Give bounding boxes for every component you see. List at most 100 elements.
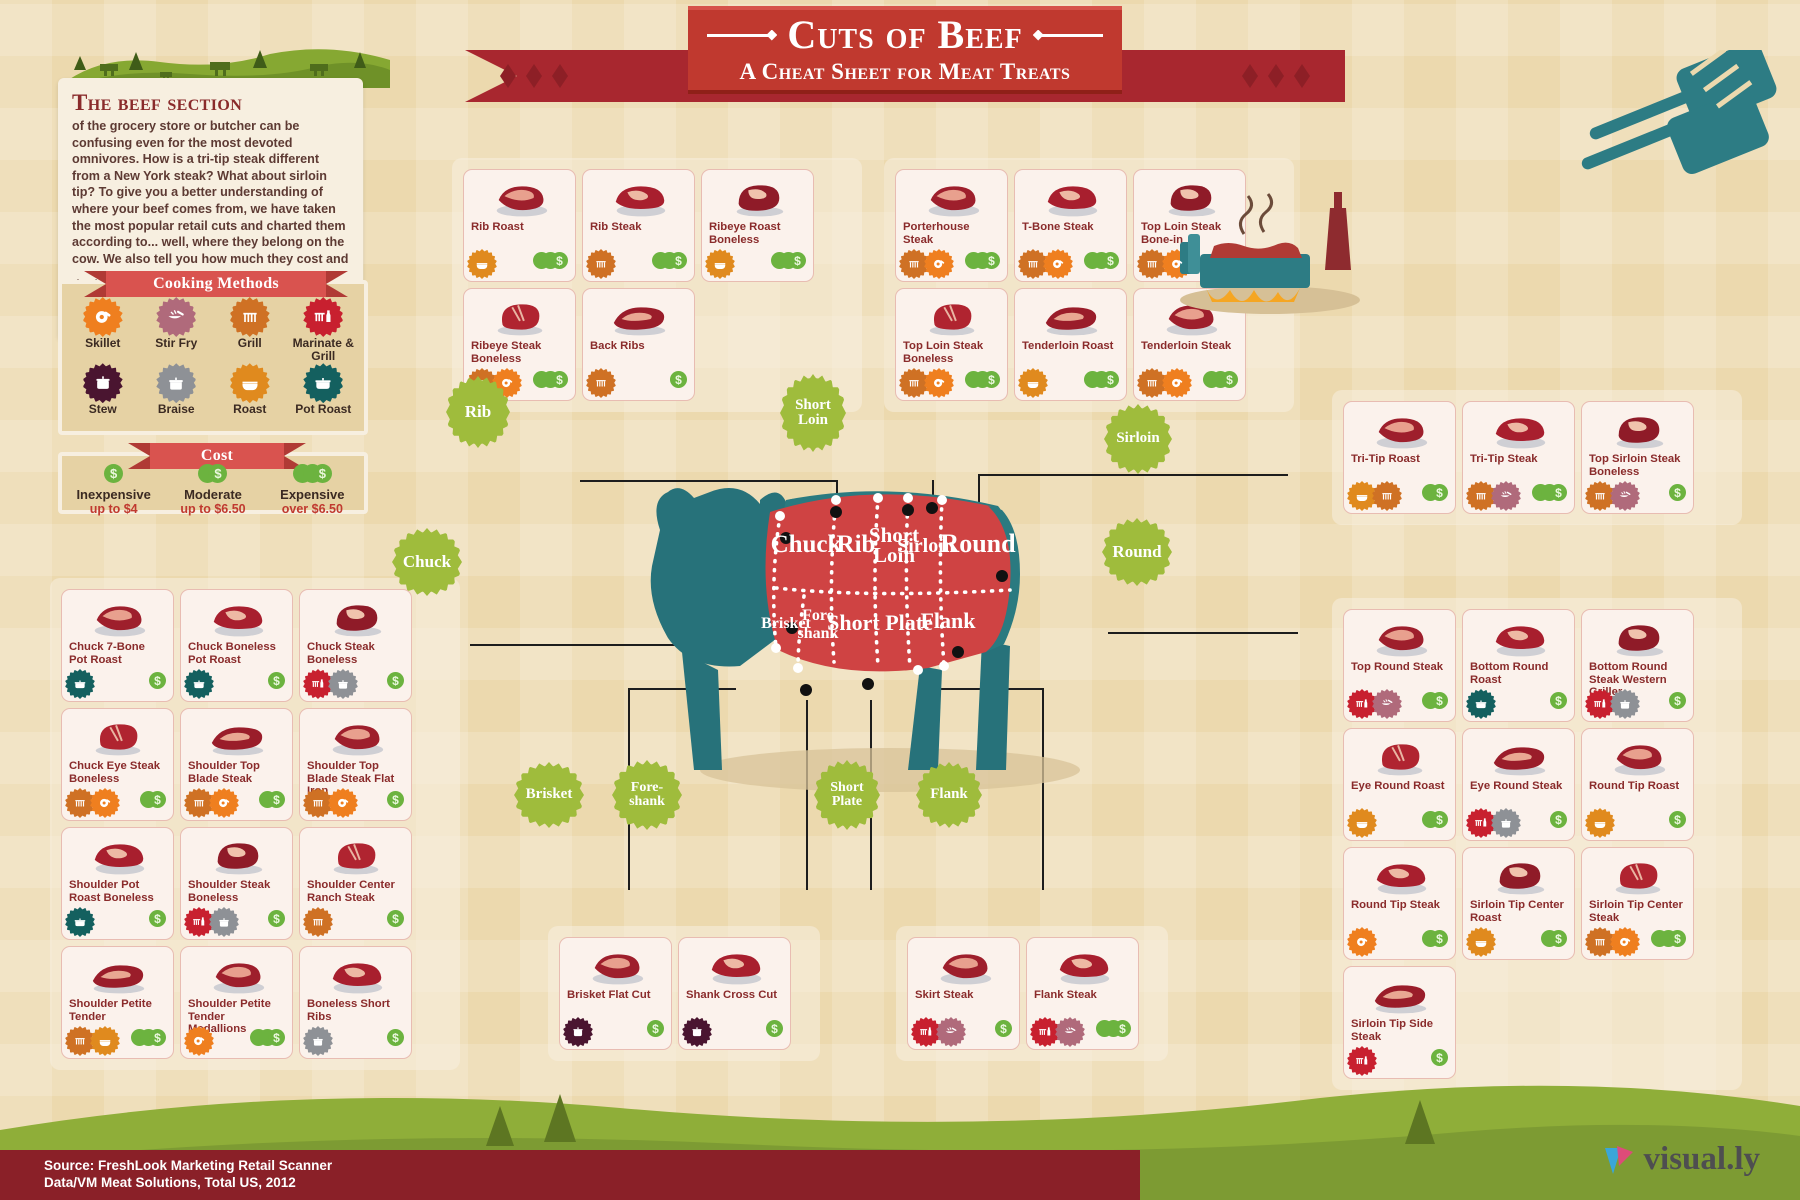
cut-card[interactable]: Chuck 7-Bone Pot Roast	[61, 589, 174, 702]
card-group-sirloin: Tri-Tip Roast Tri-Tip Steak Top Sirloin St…	[1332, 390, 1742, 525]
cut-card[interactable]: Rib Steak	[582, 169, 695, 282]
node-flank[interactable]: Flank	[920, 766, 978, 824]
cut-name: Boneless Short Ribs	[307, 998, 390, 1023]
coin-icon	[1102, 371, 1119, 388]
cut-card[interactable]: Shoulder Top Blade Steak Flat Iron	[299, 708, 412, 821]
cooking-method-grill[interactable]: Grill	[213, 300, 287, 362]
cut-card[interactable]: Bottom Round Steak Western Griller	[1581, 609, 1694, 722]
cut-card[interactable]: Eye Round Steak	[1462, 728, 1575, 841]
connector-rib	[580, 480, 838, 482]
cut-card[interactable]: Tenderloin Roast	[1014, 288, 1127, 401]
cut-cost	[140, 789, 166, 814]
node-short-loin[interactable]: Short Loin	[784, 378, 842, 448]
cut-card[interactable]: Shoulder Center Ranch Steak	[299, 827, 412, 940]
coin-icon	[149, 1029, 166, 1046]
coin-icon	[149, 791, 166, 808]
cut-card[interactable]: Top Round Steak	[1343, 609, 1456, 722]
cut-card[interactable]: Tri-Tip Roast	[1343, 401, 1456, 514]
cut-card[interactable]: Round Tip Roast	[1581, 728, 1694, 841]
node-round[interactable]: Round	[1106, 522, 1168, 582]
cooking-method-label: Stir Fry	[155, 336, 198, 350]
cut-card[interactable]: Bottom Round Roast	[1462, 609, 1575, 722]
coin-icon	[1550, 930, 1567, 947]
coin-icon	[1550, 484, 1567, 501]
cut-cooking-methods	[1140, 371, 1190, 395]
node-rib[interactable]: Rib	[450, 380, 506, 444]
cut-card[interactable]: Shoulder Top Blade Steak	[180, 708, 293, 821]
cost-tier-value: up to $4	[89, 501, 138, 516]
cut-name: Chuck Eye Steak Boneless	[69, 760, 161, 785]
cut-card[interactable]: Sirloin Tip Side Steak	[1343, 966, 1456, 1079]
cooking-method-potroast[interactable]: Pot Roast	[287, 366, 361, 416]
cut-cooking-methods	[902, 371, 952, 395]
cut-card[interactable]: Shoulder Petite Tender Medallions	[180, 946, 293, 1059]
cut-cost	[1550, 809, 1567, 834]
cut-card[interactable]: Shoulder Petite Tender	[61, 946, 174, 1059]
cut-card[interactable]: Rib Roast	[463, 169, 576, 282]
cut-image	[1589, 854, 1686, 898]
cut-name: Round Tip Roast	[1589, 780, 1680, 792]
cut-card[interactable]: Shoulder Pot Roast Boneless	[61, 827, 174, 940]
node-chuck[interactable]: Chuck	[396, 532, 458, 592]
cut-cost	[131, 1027, 166, 1052]
cut-cost	[1084, 369, 1119, 394]
cooking-method-roast[interactable]: Roast	[213, 366, 287, 416]
node-sirloin[interactable]: Sirloin	[1108, 408, 1168, 470]
cut-card[interactable]: Tri-Tip Steak	[1462, 401, 1575, 514]
cooking-method-stew[interactable]: Stew	[66, 366, 140, 416]
cut-card[interactable]: Porterhouse Steak	[895, 169, 1008, 282]
cooking-method-braise[interactable]: Braise	[140, 366, 214, 416]
cut-cost	[387, 789, 404, 814]
coin-icon	[670, 371, 687, 388]
cut-card[interactable]: Brisket Flat Cut	[559, 937, 672, 1050]
cooking-method-stirfry[interactable]: Stir Fry	[140, 300, 214, 362]
node-short-plate[interactable]: Short Plate	[818, 764, 876, 826]
cut-card[interactable]: Round Tip Steak	[1343, 847, 1456, 960]
cut-cost	[965, 250, 1000, 275]
cut-cooking-methods	[187, 1029, 212, 1053]
cut-name: Back Ribs	[590, 340, 645, 352]
grill-icon	[232, 300, 267, 334]
cut-card[interactable]: Chuck Steak Boneless	[299, 589, 412, 702]
cut-card[interactable]: Boneless Short Ribs	[299, 946, 412, 1059]
cut-image	[1351, 408, 1448, 452]
cut-card[interactable]: Back Ribs	[582, 288, 695, 401]
cut-card[interactable]: Ribeye Roast Boneless	[701, 169, 814, 282]
cut-image	[188, 834, 285, 878]
cut-card[interactable]: Shank Cross Cut	[678, 937, 791, 1050]
coin-icon	[149, 910, 166, 927]
cut-name: Shoulder Top Blade Steak	[188, 760, 260, 785]
cost-indicator	[670, 369, 687, 391]
cut-card[interactable]: Chuck Eye Steak Boneless	[61, 708, 174, 821]
cut-card[interactable]: Chuck Boneless Pot Roast	[180, 589, 293, 702]
cut-name: Brisket Flat Cut	[567, 989, 651, 1001]
cut-cooking-methods	[1033, 1020, 1083, 1044]
cooking-method-skillet[interactable]: Skillet	[66, 300, 140, 362]
ribbon-diamonds-left	[500, 64, 568, 88]
cooking-method-marinate[interactable]: Marinate & Grill	[287, 300, 361, 362]
cut-card[interactable]: Shoulder Steak Boneless	[180, 827, 293, 940]
cut-card[interactable]: Eye Round Roast	[1343, 728, 1456, 841]
node-brisket[interactable]: Brisket	[518, 766, 580, 824]
cost-tier-name: Inexpensive	[76, 486, 151, 502]
coin-icon	[312, 463, 332, 483]
cut-card[interactable]: Top Sirloin Steak Boneless	[1581, 401, 1694, 514]
logo-text: visual.ly	[1643, 1141, 1760, 1177]
cut-image	[1589, 408, 1686, 452]
cut-card[interactable]: Skirt Steak	[907, 937, 1020, 1050]
cut-card[interactable]: Top Loin Steak Boneless	[895, 288, 1008, 401]
coin-icon	[551, 252, 568, 269]
visually-logo[interactable]: visual.ly	[1603, 1141, 1760, 1178]
roast-icon	[1350, 484, 1374, 508]
cut-card[interactable]: Flank Steak	[1026, 937, 1139, 1050]
connector-foreshank	[806, 700, 808, 890]
cut-card[interactable]: Sirloin Tip Center Steak	[1581, 847, 1694, 960]
node-fore-shank[interactable]: Fore-shank	[616, 764, 678, 826]
cut-cooking-methods	[1350, 930, 1375, 954]
cut-card[interactable]: Sirloin Tip Center Roast	[1462, 847, 1575, 960]
cut-image	[1034, 944, 1131, 988]
cut-image	[188, 715, 285, 759]
cut-card[interactable]: Tenderloin Steak	[1133, 288, 1246, 401]
cut-card[interactable]: T-Bone Steak	[1014, 169, 1127, 282]
